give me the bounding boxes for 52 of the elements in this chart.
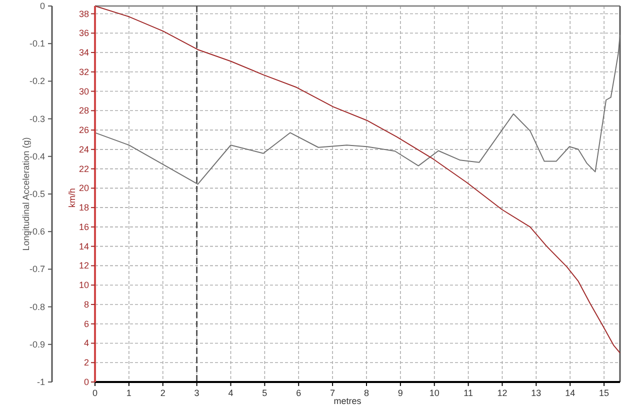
y2-tick-label: 10 (78, 280, 89, 290)
x-tick-label: 14 (565, 388, 576, 398)
y-tick-label: -1 (36, 377, 45, 387)
y2-tick-label: 18 (78, 202, 89, 213)
line-series (94, 34, 620, 185)
x-tick-label: 11 (464, 388, 473, 398)
y2-tick-label: 26 (78, 125, 89, 136)
y2-tick-label: 30 (78, 86, 89, 96)
x-tick-label: 7 (330, 388, 336, 398)
y2-tick-label: 4 (84, 338, 89, 348)
y-tick-label: -0.8 (29, 302, 45, 312)
y2-tick-label: 38 (78, 8, 89, 19)
y2-tick-label: 8 (84, 299, 89, 310)
y2-tick-label: 24 (78, 144, 89, 154)
y2-tick-label: 22 (78, 164, 89, 174)
y-axis-title: Longitudinal Acceleration (g) (21, 137, 31, 251)
x-tick-label: 15 (599, 388, 610, 398)
y2-tick-label: 16 (78, 222, 89, 232)
y-tick-label: -0.9 (29, 339, 45, 350)
y2-tick-label: 2 (84, 358, 89, 368)
y2-tick-label: 6 (84, 318, 89, 329)
y-tick-label: -0.4 (29, 151, 45, 162)
x-tick-label: 0 (92, 388, 98, 398)
y-tick-label: -0.6 (29, 226, 45, 237)
y2-tick-label: 0 (84, 377, 89, 387)
y-tick-label: -0.2 (29, 76, 45, 86)
y2-tick-label: 36 (78, 28, 89, 38)
x-tick-label: 2 (160, 388, 166, 398)
x-tick-label: 10 (429, 388, 440, 398)
line-series (94, 6, 620, 354)
x-tick-label: 13 (531, 388, 542, 398)
x-axis-title: metres (334, 396, 362, 406)
y-tick-label: -0.3 (29, 114, 45, 124)
x-tick-label: 8 (364, 388, 369, 398)
y-tick-label: -0.5 (29, 189, 45, 199)
y2-tick-label: 14 (78, 241, 89, 252)
x-tick-label: 1 (126, 388, 132, 398)
y2-tick-label: 34 (78, 48, 89, 58)
x-tick-label: 4 (228, 388, 234, 398)
y2-tick-label: 12 (78, 260, 89, 271)
y2-tick-label: 20 (78, 183, 89, 194)
y2-tick-label: 32 (78, 66, 89, 77)
x-tick-label: 6 (296, 388, 302, 398)
y-tick-label: 0 (40, 1, 45, 11)
y2-tick-label: 28 (78, 106, 89, 116)
x-tick-label: 3 (194, 388, 200, 398)
x-tick-label: 5 (262, 388, 268, 398)
x-tick-label: 9 (398, 388, 403, 398)
x-tick-label: 12 (497, 388, 508, 398)
y-tick-label: -0.7 (29, 264, 45, 274)
y2-axis-title: km/h (67, 188, 77, 208)
y-tick-label: -0.1 (29, 38, 45, 49)
